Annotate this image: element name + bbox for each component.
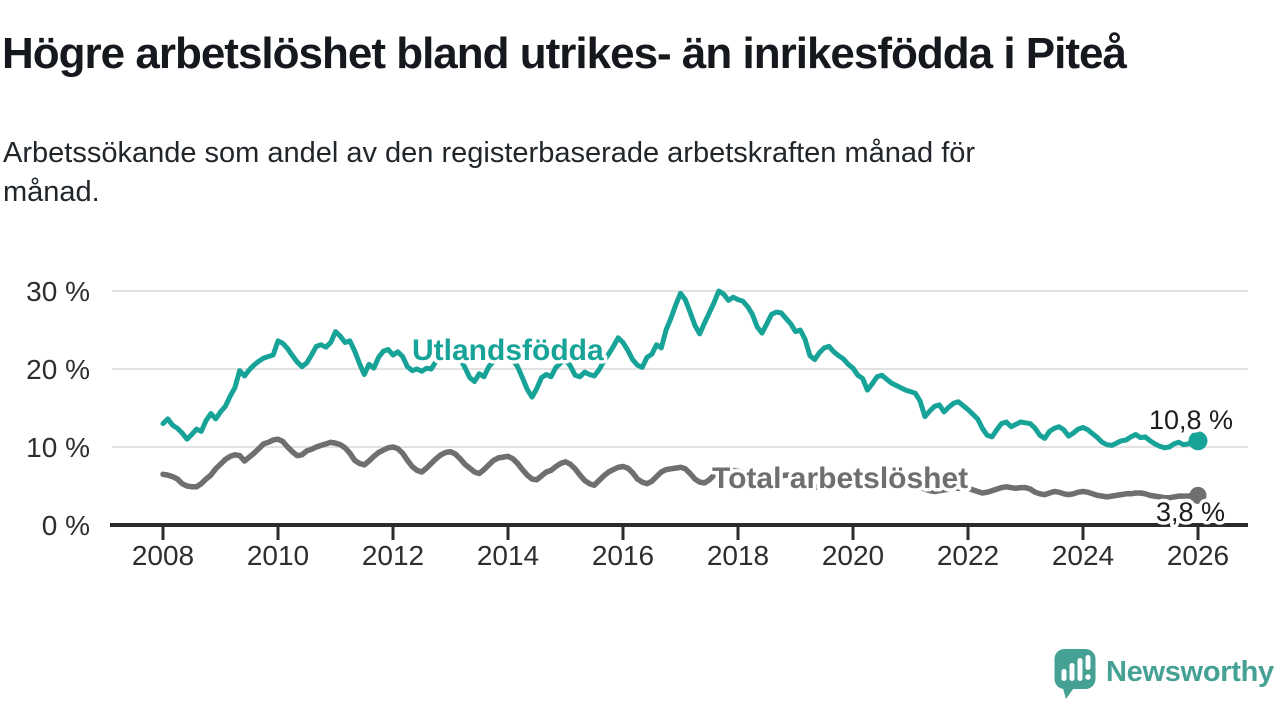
series-end-value-label-total-arbetsl-shet: 3,8 % xyxy=(1156,497,1225,527)
chart-subtitle: Arbetssökande som andel av den registerb… xyxy=(3,134,1213,212)
x-axis-tick-label: 2026 xyxy=(1167,540,1229,571)
series-end-value-label-utlandsf-dda: 10,8 % xyxy=(1149,405,1233,435)
x-axis-tick-label: 2014 xyxy=(477,540,539,571)
y-axis-tick-label: 10 % xyxy=(26,432,90,463)
newsworthy-logo-text: Newsworthy xyxy=(1106,655,1274,688)
x-axis-tick-label: 2008 xyxy=(132,540,194,571)
x-axis-tick-label: 2010 xyxy=(247,540,309,571)
y-axis-tick-label: 20 % xyxy=(26,354,90,385)
y-axis-tick-label: 0 % xyxy=(42,510,90,541)
series-label-total-arbetsl-shet: Total arbetslöshet xyxy=(712,462,968,495)
y-axis-tick-label: 30 % xyxy=(26,276,90,307)
x-axis-tick-label: 2020 xyxy=(822,540,884,571)
x-axis-tick-label: 2016 xyxy=(592,540,654,571)
series-end-dot-total-arbetsl-shet xyxy=(1189,486,1207,504)
chart-subtitle-line-2: månad. xyxy=(3,176,100,208)
newsworthy-logo: Newsworthy xyxy=(1054,648,1274,700)
bar-chart-speech-bubble-icon xyxy=(1054,649,1096,699)
x-axis-tick-label: 2024 xyxy=(1052,540,1114,571)
x-axis-tick-label: 2022 xyxy=(937,540,999,571)
series-label-utlandsf-dda: Utlandsfödda xyxy=(412,334,604,367)
x-axis-tick-label: 2012 xyxy=(362,540,424,571)
series-end-dot-utlandsf-dda xyxy=(1188,431,1208,451)
x-axis-tick-label: 2018 xyxy=(707,540,769,571)
page-title: Högre arbetslöshet bland utrikes- än inr… xyxy=(2,29,1127,78)
chart-subtitle-line-1: Arbetssökande som andel av den registerb… xyxy=(3,137,976,169)
series-line-total-arbetsl-shet xyxy=(160,436,1201,501)
series-line-utlandsf-dda xyxy=(160,288,1201,451)
